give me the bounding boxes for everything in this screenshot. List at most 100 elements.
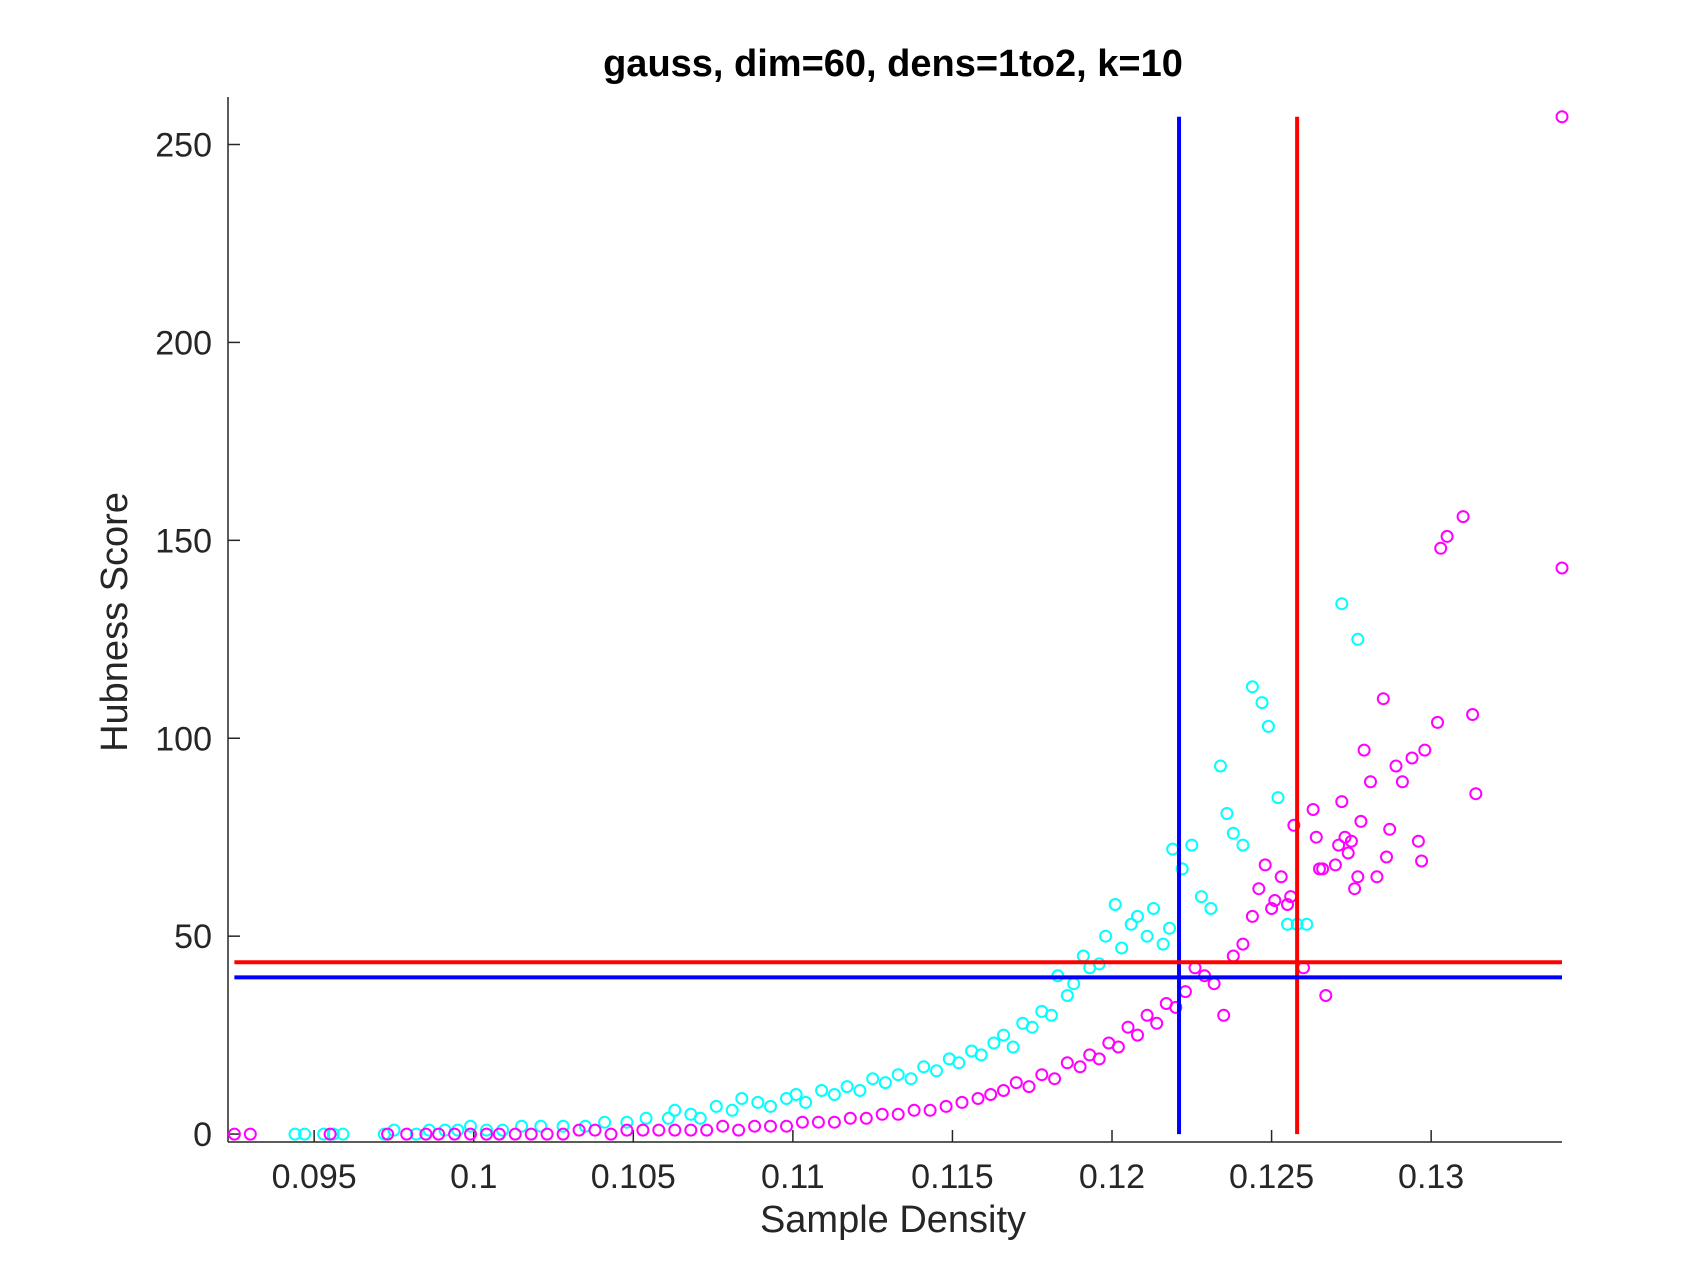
cyan-point xyxy=(1044,1008,1058,1022)
magenta-point xyxy=(684,1123,698,1137)
cyan-point xyxy=(1025,1020,1039,1034)
cyan-point xyxy=(1060,989,1074,1002)
x-tick-label: 0.125 xyxy=(1229,1158,1314,1196)
cyan-point xyxy=(288,1127,302,1141)
cyan-point xyxy=(735,1092,749,1105)
magenta-point xyxy=(1469,787,1483,801)
cyan-point xyxy=(904,1072,918,1086)
cyan-point xyxy=(336,1127,350,1141)
magenta-point xyxy=(1328,858,1342,872)
magenta-point xyxy=(1380,850,1393,864)
x-tick-label: 0.11 xyxy=(761,1158,825,1196)
magenta-point xyxy=(448,1127,462,1141)
magenta-point xyxy=(1431,715,1444,729)
magenta-point xyxy=(1434,541,1448,555)
magenta-point xyxy=(1466,708,1480,721)
magenta-point xyxy=(668,1123,682,1137)
chart-title: gauss, dim=60, dens=1to2, k=10 xyxy=(603,43,1183,85)
x-tick-label: 0.12 xyxy=(1079,1158,1145,1196)
cyan-point xyxy=(1131,909,1144,923)
magenta-point xyxy=(1121,1020,1135,1034)
magenta-point xyxy=(780,1119,793,1133)
magenta-point xyxy=(716,1119,730,1133)
cyan-point xyxy=(1214,759,1227,773)
magenta-point xyxy=(764,1119,777,1133)
magenta-point xyxy=(1287,818,1301,832)
cyan-point xyxy=(1067,977,1081,991)
cyan-point xyxy=(464,1119,477,1133)
cyan-point xyxy=(866,1072,880,1086)
cyan-point xyxy=(1156,937,1170,951)
cyan-point xyxy=(1300,917,1314,931)
magenta-point xyxy=(1274,870,1288,884)
magenta-point xyxy=(732,1123,746,1137)
magenta-point xyxy=(971,1092,985,1105)
magenta-point xyxy=(939,1099,953,1113)
cyan-point xyxy=(764,1099,777,1113)
magenta-point xyxy=(1111,1040,1125,1054)
magenta-point xyxy=(1073,1060,1087,1074)
cyan-point xyxy=(1245,680,1259,694)
cyan-point xyxy=(387,1123,401,1137)
cyan-point xyxy=(620,1115,634,1129)
magenta-point xyxy=(1035,1068,1049,1082)
cyan-point xyxy=(693,1111,707,1125)
magenta-point xyxy=(381,1127,395,1141)
cyan-point xyxy=(1255,696,1269,710)
x-tick-label: 0.115 xyxy=(911,1158,994,1196)
magenta-series xyxy=(227,110,1569,1141)
cyan-point xyxy=(1175,862,1189,876)
magenta-point xyxy=(748,1119,762,1133)
cyan-point xyxy=(1166,842,1180,856)
magenta-point xyxy=(827,1115,841,1129)
magenta-point xyxy=(1348,882,1362,896)
magenta-point xyxy=(243,1127,257,1141)
axes: 0.095 0.1 0.105 0.11 0.115 0.12 0.125 0.13 0 50 10… xyxy=(155,97,1562,1196)
magenta-point xyxy=(524,1127,538,1141)
magenta-point xyxy=(1338,830,1352,844)
magenta-point xyxy=(1555,561,1569,575)
magenta-point xyxy=(620,1123,634,1137)
magenta-point xyxy=(1456,510,1470,524)
x-axis-label: Sample Density xyxy=(760,1199,1026,1241)
x-tick-label: 0.095 xyxy=(272,1158,357,1196)
magenta-point xyxy=(480,1127,493,1141)
magenta-point xyxy=(1060,1056,1074,1070)
cyan-point xyxy=(1226,826,1240,840)
cyan-point xyxy=(1335,597,1349,611)
cyan-point xyxy=(1204,902,1218,915)
magenta-point xyxy=(1341,846,1355,860)
cyan-point xyxy=(952,1056,966,1070)
cyan-point xyxy=(725,1103,739,1117)
magenta-point xyxy=(843,1111,857,1125)
magenta-point xyxy=(955,1095,969,1109)
magenta-point xyxy=(1009,1076,1023,1090)
cyan-point xyxy=(1261,719,1275,733)
magenta-point xyxy=(227,1127,241,1141)
cyan-point xyxy=(840,1080,854,1094)
magenta-point xyxy=(1376,692,1390,706)
magenta-point xyxy=(1048,1072,1062,1086)
magenta-point xyxy=(1395,775,1409,789)
cyan-point xyxy=(1163,921,1176,935)
cyan-point xyxy=(409,1127,423,1141)
magenta-point xyxy=(1265,902,1279,915)
magenta-point xyxy=(875,1107,889,1121)
magenta-point xyxy=(572,1123,586,1137)
cyan-point xyxy=(1351,632,1365,646)
magenta-point xyxy=(1370,870,1384,884)
cyan-point xyxy=(1271,791,1285,805)
magenta-point xyxy=(432,1127,446,1141)
cyan-series xyxy=(288,597,1365,1141)
magenta-point xyxy=(1383,822,1397,836)
magenta-point xyxy=(604,1127,618,1141)
magenta-point xyxy=(1131,1028,1144,1042)
cyan-point xyxy=(853,1084,867,1097)
y-tick-label: 150 xyxy=(155,522,212,560)
magenta-point xyxy=(1140,1008,1154,1022)
magenta-point xyxy=(1354,814,1368,828)
x-tick-label: 0.105 xyxy=(591,1158,676,1196)
cyan-point xyxy=(1115,941,1129,955)
cyan-point xyxy=(298,1127,312,1141)
